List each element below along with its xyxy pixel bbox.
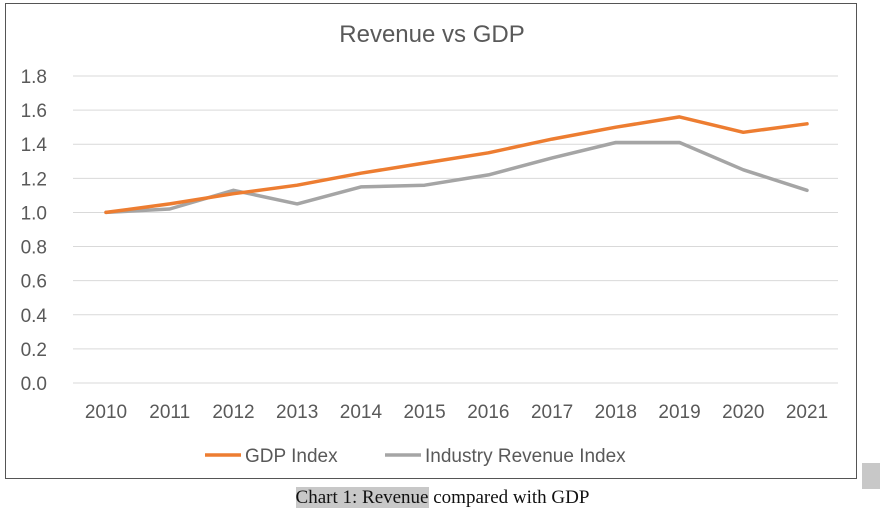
y-tick-label: 1.2 [21,169,47,190]
gridlines [73,75,838,384]
y-tick-label: 1.0 [21,203,47,224]
series-line [104,140,809,215]
series-line [104,115,809,215]
x-tick-label: 2011 [149,402,190,423]
y-tick-label: 0.6 [21,272,47,293]
caption-rest: compared with GDP [428,487,590,508]
y-tick-label: 0.4 [21,306,48,327]
chart-frame [5,3,857,479]
x-tick-label: 2013 [276,402,318,423]
x-tick-label: 2010 [85,402,127,423]
x-tick-label: 2018 [595,402,637,423]
chart-title: Revenue vs GDP [339,21,524,48]
x-tick-label: 2017 [531,402,573,423]
y-tick-label: 0.2 [21,340,47,361]
y-tick-label: 1.4 [21,135,48,156]
y-tick-label: 0.8 [21,238,47,259]
side-marker [862,463,880,489]
y-tick-label: 1.6 [21,101,47,122]
x-axis-ticks: 2010 2011 2012 2013 2014 2015 2016 2017 2018 2019… [85,402,828,423]
x-tick-label: 2014 [340,402,383,423]
x-tick-label: 2019 [658,402,700,423]
series-lines [104,115,809,215]
y-tick-label: 1.8 [21,67,47,88]
x-tick-label: 2016 [467,402,509,423]
y-tick-label: 0.0 [21,374,47,395]
y-axis-ticks: 0.0 0.2 0.4 0.6 0.8 1.0 1.2 1.4 1.6 1.8 [21,67,48,395]
legend: GDP Index Industry Revenue Index [205,446,626,467]
legend-label: Industry Revenue Index [425,446,626,467]
legend-label: GDP Index [245,446,338,467]
x-tick-label: 2021 [786,402,828,423]
caption-highlight: Chart 1: Revenue [295,487,429,508]
x-tick-label: 2020 [722,402,764,423]
x-tick-label: 2012 [212,402,254,423]
x-tick-label: 2015 [403,402,445,423]
chart-caption: Chart 1: Revenue compared with GDP [0,487,885,509]
